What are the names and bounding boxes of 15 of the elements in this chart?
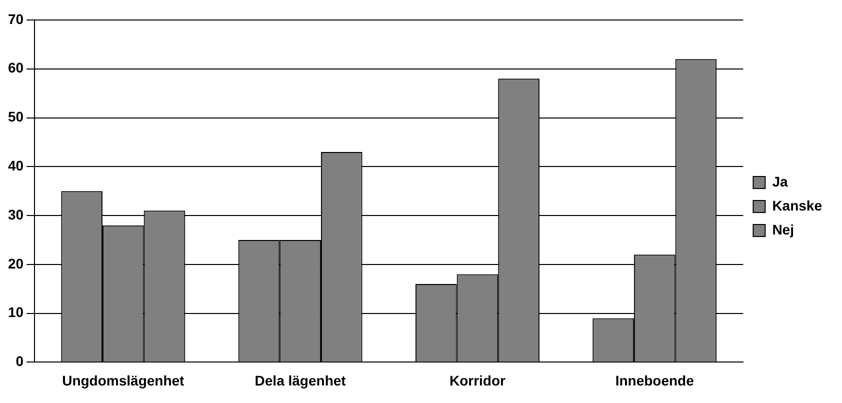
y-tick-label: 40 [8, 158, 24, 174]
y-tick-label: 50 [8, 108, 24, 125]
x-tick-label: Inneboende [615, 372, 694, 388]
x-tick-label: Ungdomslägenhet [62, 372, 185, 388]
legend-label: Ja [772, 173, 788, 190]
y-tick-label: 70 [8, 10, 24, 27]
y-tick-label: 30 [8, 206, 24, 222]
legend-label: Nej [772, 221, 794, 238]
y-tick-label: 60 [8, 60, 24, 76]
y-tick-label: 0 [16, 353, 24, 370]
y-tick-label: 10 [8, 304, 24, 320]
legend-label: Kanske [772, 197, 822, 214]
x-tick-label: Dela lägenhet [254, 372, 346, 388]
x-tick-label: Korridor [449, 372, 506, 388]
y-tick-label: 20 [8, 255, 24, 272]
